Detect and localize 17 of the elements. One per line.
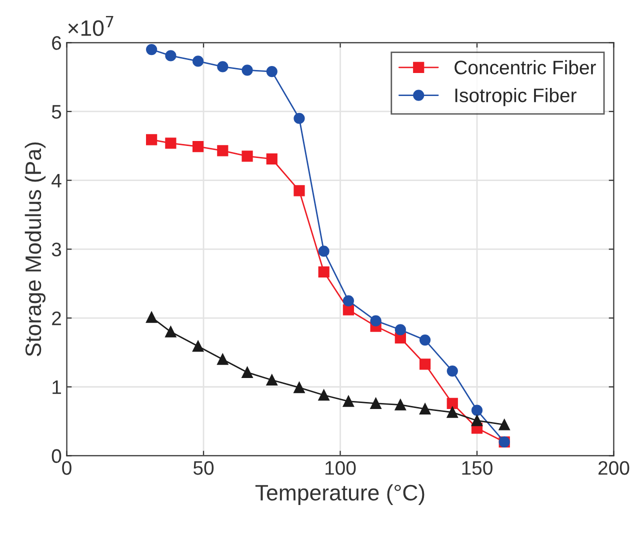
x-tick-label: 200 — [598, 461, 630, 475]
y-tick-label: 2 — [52, 311, 61, 326]
x-tick-label: 0 — [62, 461, 72, 475]
y-tick-label: 6 — [52, 36, 62, 50]
x-tick-label: 50 — [193, 461, 214, 475]
y-tick-label: 3 — [52, 242, 62, 256]
y-tick-label: 0 — [52, 449, 62, 463]
legend-label: Concentric Fiber — [454, 60, 596, 74]
x-tick-label: 100 — [326, 461, 356, 475]
legend-label: Isotropic Fiber — [455, 88, 576, 106]
y-axis-title: Storage Modulus (Pa) — [24, 142, 46, 356]
y-tick-label: 5 — [52, 105, 62, 119]
y-tick-label: 1 — [52, 380, 61, 394]
x-axis-title: Temperature (°C) — [255, 484, 424, 505]
x-tick-label: 150 — [462, 461, 492, 475]
y-tick-label: 4 — [52, 174, 62, 188]
text: ×10$^{7}$ — [68, 16, 114, 36]
